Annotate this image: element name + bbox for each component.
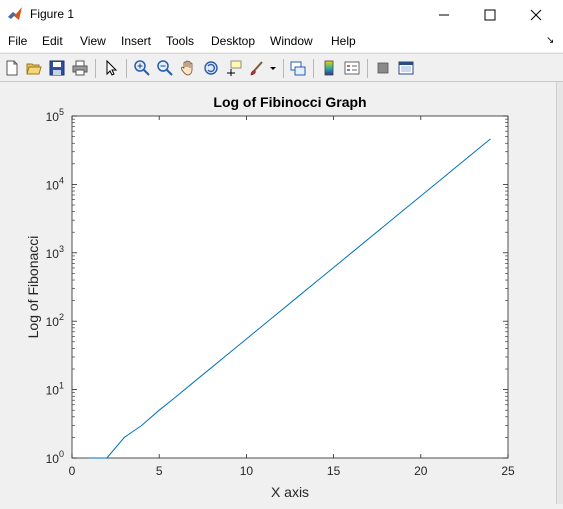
hide-plot-tools-icon[interactable] <box>374 59 392 77</box>
chart: Log of Fibinocci Graph X axis Log of Fib… <box>25 94 515 500</box>
toolbar-separator <box>367 59 368 78</box>
menu-file[interactable]: File <box>8 34 28 48</box>
title-bar: Figure 1 <box>0 0 563 30</box>
minimize-button[interactable] <box>421 0 467 30</box>
x-axis-label: X axis <box>271 484 309 500</box>
chart-title: Log of Fibinocci Graph <box>213 94 366 110</box>
y-tick-base: 10 <box>46 178 60 192</box>
x-tick-label: 25 <box>501 464 515 478</box>
y-tick-exponent: 2 <box>59 312 64 322</box>
colorbar-icon[interactable] <box>320 59 338 77</box>
toolbar-separator <box>95 59 96 78</box>
y-tick-exponent: 5 <box>59 107 64 117</box>
y-tick-label: 102 <box>46 312 64 329</box>
new-figure-icon[interactable] <box>3 59 21 77</box>
x-tick-label: 20 <box>414 464 428 478</box>
show-plot-tools-icon[interactable] <box>397 59 415 77</box>
menu-tools[interactable]: Tools <box>166 34 195 48</box>
y-tick-base: 10 <box>46 315 60 329</box>
toolbar-separator <box>313 59 314 78</box>
menu-view[interactable]: View <box>80 34 106 48</box>
zoom-in-icon[interactable] <box>133 59 151 77</box>
maximize-button[interactable] <box>467 0 513 30</box>
open-file-icon[interactable] <box>25 59 43 77</box>
matlab-logo-icon <box>8 7 22 20</box>
plot-canvas: Log of Fibinocci Graph X axis Log of Fib… <box>0 82 563 504</box>
y-tick-exponent: 3 <box>59 244 64 254</box>
x-tick-label: 5 <box>156 464 163 478</box>
menu-edit[interactable]: Edit <box>42 34 63 48</box>
save-icon[interactable] <box>48 59 66 77</box>
menu-window[interactable]: Window <box>270 34 313 48</box>
close-icon <box>530 9 542 21</box>
y-tick-label: 105 <box>46 107 64 124</box>
minimize-icon <box>439 14 449 16</box>
series-line <box>89 138 491 459</box>
menu-bar: File Edit View Insert Tools Desktop Wind… <box>0 30 563 52</box>
y-tick-base: 10 <box>46 110 60 124</box>
print-icon[interactable] <box>71 59 89 77</box>
menu-insert[interactable]: Insert <box>121 34 152 48</box>
select-pointer-icon[interactable] <box>102 59 120 77</box>
y-tick-exponent: 4 <box>59 175 64 185</box>
y-tick-label: 100 <box>46 449 64 466</box>
y-tick-label: 103 <box>46 244 64 261</box>
figure-toolbar <box>0 53 563 82</box>
y-tick-base: 10 <box>46 247 60 261</box>
dock-arrow-icon[interactable]: ↘ <box>546 35 555 46</box>
rotate-3d-icon[interactable] <box>202 59 220 77</box>
maximize-icon <box>484 9 496 21</box>
zoom-out-icon[interactable] <box>156 59 174 77</box>
y-tick-exponent: 0 <box>59 449 64 459</box>
pan-hand-icon[interactable] <box>179 59 197 77</box>
y-axis-label: Log of Fibonacci <box>25 236 41 339</box>
x-tick-label: 0 <box>69 464 76 478</box>
y-tick-label: 104 <box>46 175 64 192</box>
window-title: Figure 1 <box>30 7 75 21</box>
menu-help[interactable]: Help <box>331 34 356 48</box>
close-button[interactable] <box>513 0 559 30</box>
y-tick-exponent: 1 <box>59 381 64 391</box>
y-tick-base: 10 <box>46 452 60 466</box>
series-group <box>89 138 491 459</box>
brush-icon[interactable] <box>248 59 266 77</box>
toolbar-separator <box>283 59 284 78</box>
toolbar-separator <box>126 59 127 78</box>
x-tick-label: 10 <box>240 464 254 478</box>
legend-icon[interactable] <box>343 59 361 77</box>
link-plot-icon[interactable] <box>289 59 307 77</box>
brush-dropdown-icon[interactable] <box>268 59 278 77</box>
y-tick-base: 10 <box>46 384 60 398</box>
data-cursor-icon[interactable] <box>225 59 243 77</box>
menu-desktop[interactable]: Desktop <box>211 34 256 48</box>
y-tick-label: 101 <box>46 381 64 398</box>
window-right-edge <box>556 82 563 504</box>
axes-background <box>71 115 509 459</box>
x-tick-label: 15 <box>327 464 341 478</box>
